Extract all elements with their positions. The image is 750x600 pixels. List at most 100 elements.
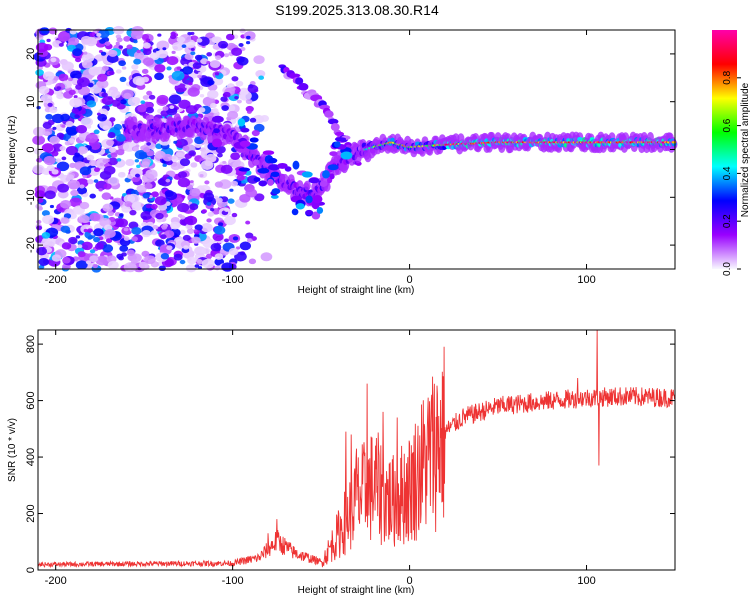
spectrogram-speckle (204, 180, 210, 185)
spectrogram-speckle (166, 56, 179, 66)
spectrogram-speckle (77, 251, 86, 258)
spectrogram-speckle (141, 250, 150, 257)
spectrogram-speckle (51, 254, 62, 262)
spectrogram-speckle (260, 115, 270, 122)
spectrogram-speckle (245, 188, 258, 198)
spectrogram-speckle (133, 58, 142, 65)
spectrogram-speckle (136, 49, 141, 54)
spectrogram-speckle (45, 113, 53, 120)
spectrogram-speckle (217, 222, 224, 227)
spectrogram-blob (240, 127, 250, 133)
spectrogram-blob (340, 151, 353, 160)
spectrogram-speckle (62, 257, 71, 264)
spectrogram-speckle (189, 187, 201, 197)
spectrogram-speckle (102, 125, 110, 131)
spectrogram-speckle (71, 108, 79, 114)
spectrogram-speckle (186, 228, 195, 234)
spectrogram-speckle (192, 62, 202, 69)
spectrogram-speckle (85, 133, 98, 143)
colorbar-tick-label: 0.4 (722, 166, 733, 180)
spectrogram-speckle (72, 154, 84, 163)
spectrogram-speckle (42, 121, 52, 129)
spectrogram-blob (305, 195, 313, 204)
spectrogram-speckle (214, 265, 221, 271)
spectrogram-speckle (171, 70, 185, 81)
spectrogram-speckle (214, 72, 220, 76)
colorbar-ticks: 0.0 0.2 0.4 0.6 0.8 (722, 70, 741, 276)
spectrogram-blob (267, 178, 274, 186)
spectrogram-speckle (131, 64, 139, 70)
spectrogram-speckle (57, 31, 71, 42)
spectrogram-speckle (140, 210, 153, 220)
spectrogram-blob (319, 180, 328, 187)
spectrogram-speckle (35, 69, 44, 76)
spectrogram-speckle (217, 40, 229, 49)
spectrogram-speckle (196, 38, 203, 43)
spectrogram-speckle (142, 42, 151, 49)
spectrogram-speckle (162, 153, 173, 162)
spectrogram-speckle (56, 161, 70, 172)
spectrogram-speckle (189, 203, 199, 211)
spectrogram-speckle (105, 238, 113, 244)
spectrogram-speckle (229, 188, 234, 192)
spectrogram-speckle (253, 123, 265, 133)
spectrogram-speckle (68, 236, 78, 245)
spectrogram-speckle (70, 189, 79, 197)
spectrogram-speckle (41, 210, 50, 217)
spectrogram-speckle (132, 201, 142, 209)
snr-x-ticks: -200 -100 0 100 (45, 330, 596, 587)
spectrogram-speckle (126, 249, 135, 256)
spectrogram-speckle (123, 262, 137, 273)
spectrogram-speckle (258, 75, 265, 80)
spectrogram-blob (262, 150, 275, 156)
spectrogram-speckle (223, 53, 230, 58)
y-tick-label: -20 (25, 237, 37, 253)
spectrogram-speckle (93, 167, 101, 173)
colorbar-tick-label: 0.2 (722, 214, 733, 228)
spectrogram-speckle (255, 69, 266, 78)
spectrogram-speckle (178, 99, 191, 110)
spectrogram-speckle (120, 99, 127, 105)
spectrogram-speckle (83, 51, 88, 55)
spectrogram-speckle (78, 146, 89, 154)
spectrogram-speckle (177, 202, 190, 213)
spectrogram-speckle (89, 212, 101, 222)
spectrogram-speckle (116, 148, 125, 156)
spectrogram-speckle (121, 172, 126, 176)
spectrogram-speckle (224, 208, 230, 212)
spectrogram-speckle (179, 259, 186, 265)
spectrogram-speckle (81, 60, 93, 69)
spectrogram-speckle (205, 253, 213, 259)
spectrogram-speckle (198, 107, 206, 113)
colorbar-gradient (712, 30, 737, 269)
spectrogram-speckle (96, 73, 108, 82)
spectrogram-speckle (46, 165, 55, 172)
spectrogram-speckle (200, 58, 209, 65)
spectrogram-speckle (220, 96, 228, 102)
spectrogram-speckle (116, 134, 127, 142)
spectrogram-speckle (162, 47, 167, 51)
x-tick-label: 0 (407, 575, 413, 587)
spectrogram-speckle (82, 174, 87, 179)
spectrogram-speckle (107, 157, 118, 166)
spectrogram-speckle (152, 224, 159, 230)
spectrogram-speckle (170, 34, 177, 40)
spectrogram-speckle (156, 94, 169, 105)
spectrogram-speckle (229, 86, 236, 92)
spectrogram-speckle (146, 142, 152, 146)
spectrogram-speckle (44, 131, 51, 136)
spectrogram-speckle (74, 152, 81, 157)
spectrogram-speckle (101, 65, 109, 71)
spectrogram-speckle (144, 182, 153, 190)
spectrogram-speckle (237, 56, 249, 66)
spectrogram-speckle (89, 249, 96, 254)
spectrogram-speckle (98, 188, 103, 192)
spectrogram-speckle (209, 59, 221, 69)
spectrogram-speckle (96, 112, 101, 116)
spectrogram-speckle (253, 55, 265, 64)
spectrogram-speckle (225, 33, 235, 41)
spectrogram-speckle (48, 27, 58, 35)
spectrogram-speckle (67, 77, 73, 82)
spectrogram-speckle (162, 163, 167, 167)
colorbar-tick-label: 0.0 (722, 262, 733, 276)
